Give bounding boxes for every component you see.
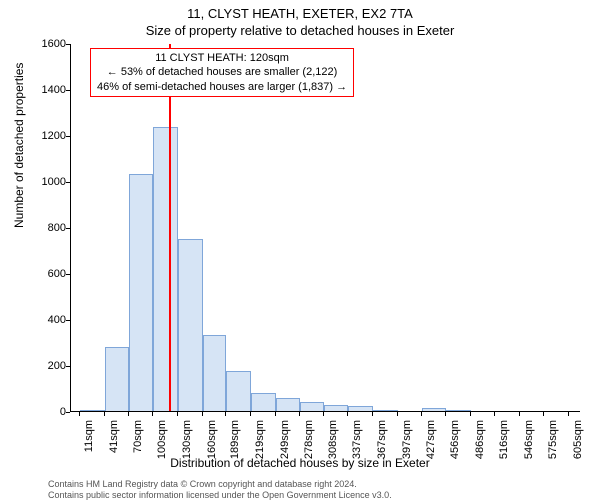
y-tick-mark [66, 274, 70, 275]
y-axis-label: Number of detached properties [12, 63, 26, 228]
x-tick-mark [152, 412, 153, 416]
y-tick-label: 400 [26, 314, 66, 326]
x-tick-mark [543, 412, 544, 416]
y-tick-mark [66, 366, 70, 367]
attribution: Contains HM Land Registry data © Crown c… [48, 479, 392, 501]
x-tick-mark [421, 412, 422, 416]
y-tick-mark [66, 412, 70, 413]
x-tick-mark [519, 412, 520, 416]
x-tick-mark [397, 412, 398, 416]
x-tick-mark [250, 412, 251, 416]
x-tick-mark [494, 412, 495, 416]
bar [373, 410, 398, 411]
bar [348, 406, 373, 411]
x-tick-mark [177, 412, 178, 416]
highlight-line [169, 44, 171, 411]
bar [226, 371, 251, 411]
x-tick-mark [323, 412, 324, 416]
x-tick-mark [104, 412, 105, 416]
y-tick-label: 200 [26, 360, 66, 372]
chart-container: 11, CLYST HEATH, EXETER, EX2 7TA Size of… [0, 0, 600, 500]
info-box: 11 CLYST HEATH: 120sqm ← 53% of detached… [90, 48, 354, 97]
bar [276, 398, 300, 411]
y-tick-mark [66, 90, 70, 91]
bar [80, 410, 105, 411]
y-tick-mark [66, 136, 70, 137]
bar [300, 402, 325, 411]
y-tick-label: 1400 [26, 84, 66, 96]
x-tick-mark [470, 412, 471, 416]
x-tick-mark [275, 412, 276, 416]
x-tick-mark [299, 412, 300, 416]
bar [251, 393, 276, 411]
x-tick-mark [128, 412, 129, 416]
y-tick-mark [66, 320, 70, 321]
y-tick-mark [66, 228, 70, 229]
y-tick-label: 1000 [26, 176, 66, 188]
bar [178, 239, 203, 412]
y-tick-label: 0 [26, 406, 66, 418]
y-tick-label: 800 [26, 222, 66, 234]
x-tick-mark [202, 412, 203, 416]
info-box-line1: 11 CLYST HEATH: 120sqm [97, 51, 347, 65]
attribution-line2: Contains public sector information licen… [48, 490, 392, 501]
bars-group [71, 44, 580, 411]
x-tick-mark [225, 412, 226, 416]
x-tick-mark [372, 412, 373, 416]
y-tick-label: 1200 [26, 130, 66, 142]
title-subtitle: Size of property relative to detached ho… [0, 23, 600, 38]
x-tick-mark [347, 412, 348, 416]
bar [446, 410, 471, 411]
title-address: 11, CLYST HEATH, EXETER, EX2 7TA [0, 6, 600, 21]
x-axis-label: Distribution of detached houses by size … [0, 456, 600, 470]
y-tick-label: 1600 [26, 38, 66, 50]
x-tick-mark [568, 412, 569, 416]
y-tick-mark [66, 182, 70, 183]
y-tick-mark [66, 44, 70, 45]
x-tick-mark [445, 412, 446, 416]
attribution-line1: Contains HM Land Registry data © Crown c… [48, 479, 392, 490]
bar [153, 127, 178, 411]
info-box-line3: 46% of semi-detached houses are larger (… [97, 80, 347, 94]
y-tick-label: 600 [26, 268, 66, 280]
x-tick-mark [79, 412, 80, 416]
info-box-line2: ← 53% of detached houses are smaller (2,… [97, 65, 347, 79]
bar [129, 174, 154, 411]
bar [203, 335, 227, 411]
bar [324, 405, 348, 411]
bar [422, 408, 446, 411]
plot-area [70, 44, 580, 412]
bar [105, 347, 129, 411]
